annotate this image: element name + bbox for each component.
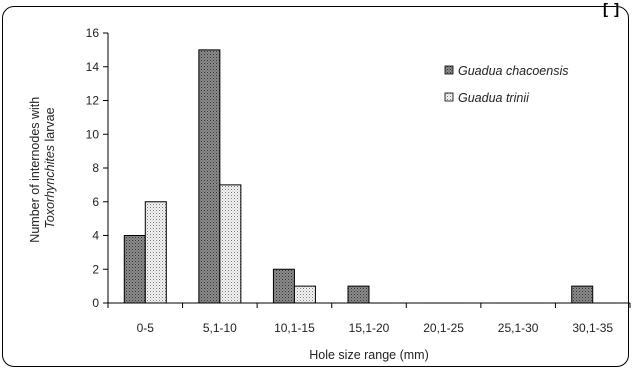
corner-mark: [ ] xyxy=(603,1,621,18)
chart-frame: [ ] xyxy=(2,1,629,367)
x-axis-title: Hole size range (mm) xyxy=(309,348,428,362)
y-tick-label-16: 16 xyxy=(86,26,100,40)
legend-label-guadua-trinii: Guadua trinii xyxy=(458,91,530,105)
x-tick-label-4: 20,1-25 xyxy=(423,321,464,335)
bar-0-1 xyxy=(198,49,221,304)
y-tick-label-8: 8 xyxy=(92,161,99,175)
y-tick-label-2: 2 xyxy=(92,262,99,276)
x-tick-label-0: 0-5 xyxy=(137,321,155,335)
x-tick-label-5: 25,1-30 xyxy=(498,321,539,335)
legend-swatch-guadua-trinii xyxy=(444,92,454,102)
y-axis-title-line1: Number of internodes with xyxy=(28,97,42,243)
y-tick-label-14: 14 xyxy=(86,60,100,74)
y-axis-title: Number of internodes with Toxorhynchites… xyxy=(28,93,57,242)
y-tick-label-4: 4 xyxy=(92,229,99,243)
y-tick-label-10: 10 xyxy=(86,127,100,141)
legend-swatch-guadua-chacoensis xyxy=(444,65,454,75)
x-tick-label-6: 30,1-35 xyxy=(572,321,613,335)
bar-0-0 xyxy=(123,235,146,304)
legend: Guadua chacoensis Guadua trinii xyxy=(444,64,569,105)
bar-1-1 xyxy=(219,184,242,304)
y-axis-title-italic: Toxorhynchites xyxy=(43,145,57,229)
plot-area: 0 2 4 6 8 10 12 14 16 0-5 5,1-10 10,1-15 15,1-20 20,1… xyxy=(86,26,631,335)
bar-0-3 xyxy=(347,285,370,304)
y-tick-label-0: 0 xyxy=(92,296,99,310)
x-tick-label-1: 5,1-10 xyxy=(203,321,237,335)
y-tick-label-12: 12 xyxy=(86,94,100,108)
x-tick-label-2: 10,1-15 xyxy=(274,321,315,335)
y-axis-title-rest: larvae xyxy=(43,107,57,145)
bar-1-0 xyxy=(144,201,167,304)
bar-1-2 xyxy=(293,285,316,304)
y-tick-label-6: 6 xyxy=(92,195,99,209)
bar-0-6 xyxy=(571,285,594,304)
bar-0-2 xyxy=(272,268,295,304)
x-tick-label-3: 15,1-20 xyxy=(349,321,390,335)
legend-label-guadua-chacoensis: Guadua chacoensis xyxy=(458,64,569,78)
